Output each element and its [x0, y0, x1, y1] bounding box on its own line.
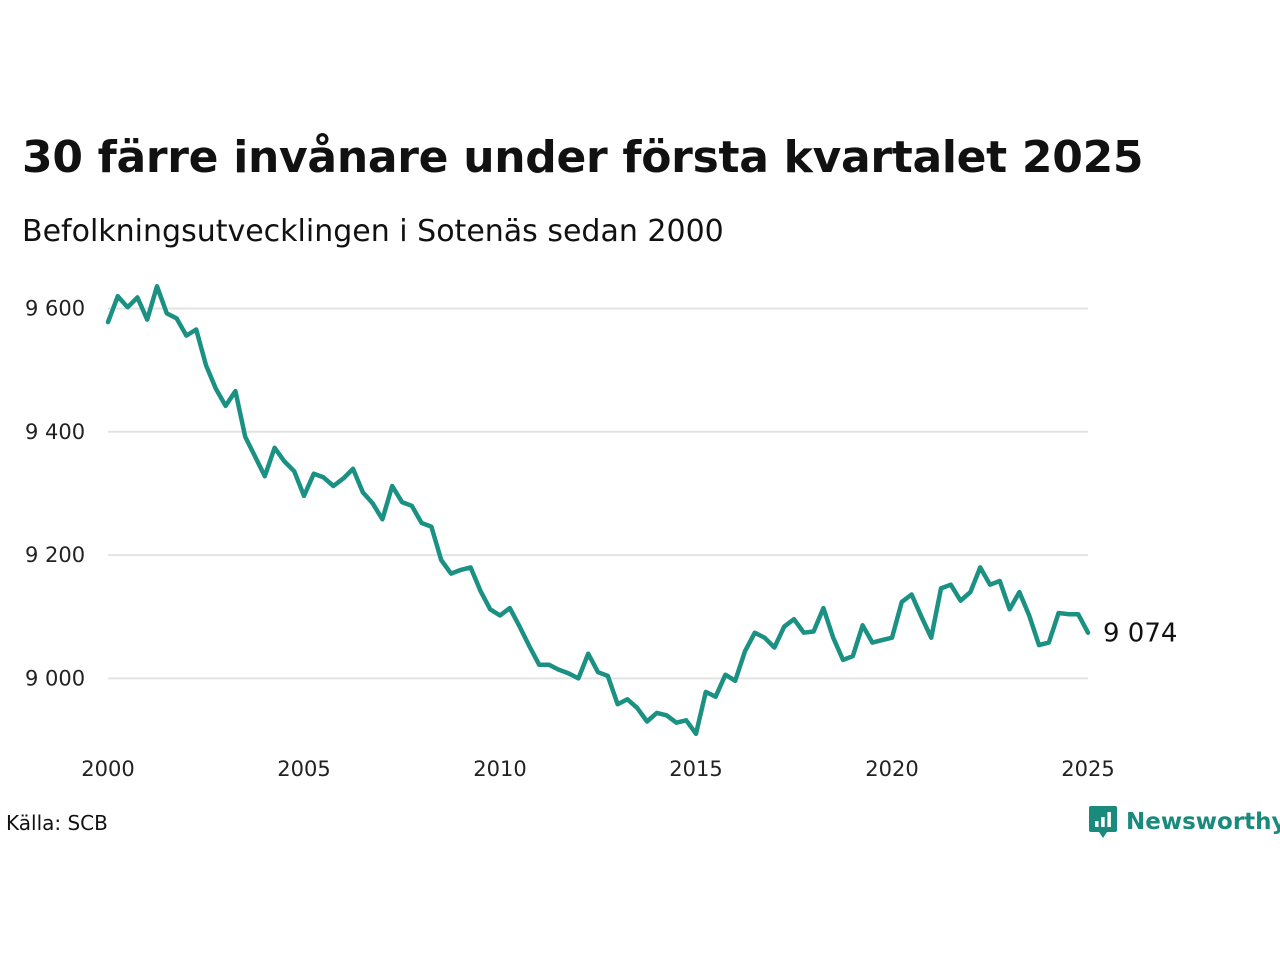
x-tick-label: 2015: [669, 757, 722, 781]
population-line: [105, 284, 1091, 737]
newsworthy-logo-icon: [1089, 806, 1117, 838]
chart-subtitle: Befolkningsutvecklingen i Sotenäs sedan …: [22, 214, 724, 249]
brand-logo[interactable]: Newsworthy: [1088, 804, 1280, 840]
y-tick-label: 9 200: [25, 543, 85, 567]
series-layer: [105, 284, 1091, 737]
chart-title: 30 färre invånare under första kvartalet…: [22, 132, 1144, 183]
y-tick-label: 9 000: [25, 666, 85, 690]
y-tick-label: 9 400: [25, 420, 85, 444]
x-tick-label: 2000: [81, 757, 134, 781]
brand-name: Newsworthy: [1126, 809, 1280, 835]
end-value-label: 9 074: [1103, 619, 1177, 649]
y-tick-label: 9 600: [25, 296, 85, 320]
x-tick-label: 2025: [1061, 757, 1114, 781]
y-axis: 9 000 9 200 9 400 9 600: [25, 296, 85, 690]
x-tick-label: 2020: [865, 757, 918, 781]
x-axis: 2000 2005 2010 2015 2020 2025: [81, 757, 1114, 781]
end-label-layer: 9 074: [1103, 619, 1177, 649]
grid-layer: [108, 307, 1088, 680]
source-note: Källa: SCB: [6, 811, 108, 835]
x-tick-label: 2005: [277, 757, 330, 781]
x-tick-label: 2010: [473, 757, 526, 781]
